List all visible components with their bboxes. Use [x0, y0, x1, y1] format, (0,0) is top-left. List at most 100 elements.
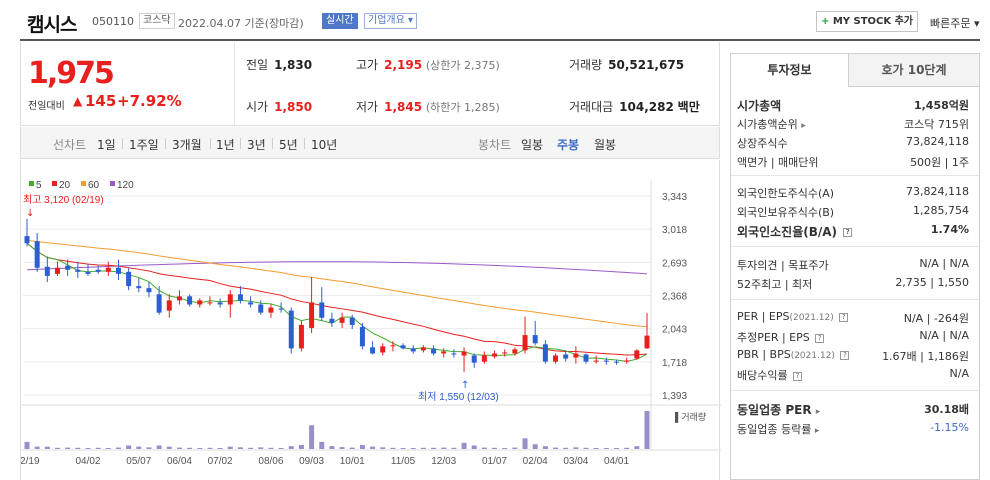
caret-right-icon: ▸	[801, 121, 806, 131]
candle-body	[54, 267, 60, 274]
x-tick-label: 10/01	[340, 456, 365, 467]
x-tick-label: 04/01	[604, 456, 629, 467]
candle-body	[532, 335, 538, 344]
candle-body	[634, 350, 640, 359]
volume-bar	[502, 448, 508, 449]
tab-quote-10[interactable]: 호가 10단계	[849, 53, 980, 87]
line-chart-label: 선차트	[53, 138, 87, 152]
period-1w[interactable]: 1주일	[129, 138, 159, 152]
volume-bar	[410, 448, 416, 449]
y-tick-label: 1,393	[662, 391, 687, 402]
high-arrow-icon: ↓	[26, 208, 34, 219]
high-annotation: 최고 3,120 (02/19)	[23, 194, 104, 206]
x-tick-label: 09/03	[299, 456, 324, 467]
volume-bar	[248, 447, 254, 449]
volume-bar	[237, 447, 243, 449]
volume-bar	[563, 447, 569, 449]
volume-bar	[268, 447, 274, 449]
candle-body	[319, 302, 325, 318]
candle-body	[644, 335, 650, 349]
candle-body	[603, 360, 609, 362]
volume-bar	[176, 447, 182, 449]
info-icon[interactable]: ?	[815, 333, 825, 343]
period-10y[interactable]: 10년	[311, 138, 338, 152]
candle-body	[349, 317, 355, 325]
candle-body	[85, 271, 91, 274]
candle-body	[390, 345, 396, 347]
volume-bar	[339, 447, 345, 449]
info-icon[interactable]: ?	[843, 228, 853, 237]
volume-bar	[441, 447, 447, 449]
period-selector: 선차트 1일 1주일 3개월 1년 3년 5년 10년 봉차트 일봉 주봉 월봉	[20, 127, 720, 159]
candle-monthly[interactable]: 월봉	[594, 138, 617, 152]
candle-body	[95, 269, 101, 272]
volume-bar	[65, 447, 71, 449]
candle-body	[248, 302, 254, 305]
candle-daily[interactable]: 일봉	[521, 138, 544, 152]
company-info-dropdown[interactable]: 기업개요 ▾	[364, 13, 418, 29]
volume: 거래량 50,521,675	[569, 58, 685, 72]
candle-body	[24, 236, 30, 244]
candle-body	[542, 344, 548, 362]
period-3y[interactable]: 3년	[247, 138, 266, 152]
volume-bar	[126, 445, 132, 449]
info-icon[interactable]: ?	[839, 312, 849, 322]
volume-bar	[75, 447, 81, 449]
volume-bar	[54, 447, 60, 449]
stock-chart[interactable]: 3,343 3,018 2,693 2,368 2,043 1,718 1,393 5 20 60…	[14, 160, 721, 480]
volume-bar	[217, 448, 223, 449]
period-1y[interactable]: 1년	[216, 138, 235, 152]
period-1d[interactable]: 1일	[97, 138, 116, 152]
volume-bar	[461, 442, 467, 449]
candle-body	[339, 317, 345, 323]
add-mystock-button[interactable]: + MY STOCK 추가	[816, 11, 918, 32]
volume-bar	[207, 447, 213, 449]
candle-body	[105, 267, 111, 272]
period-3m[interactable]: 3개월	[172, 138, 202, 152]
legend-label: 20	[59, 180, 71, 191]
realtime-button[interactable]: 실시간	[322, 13, 358, 29]
volume-bar	[634, 446, 640, 449]
info-icon[interactable]: ?	[840, 350, 850, 360]
volume-bar	[390, 447, 396, 449]
x-tick-label: 02/04	[523, 456, 548, 467]
period-5y[interactable]: 5년	[279, 138, 298, 152]
high-price: 고가 2,195 (상한가 2,375)	[356, 58, 500, 72]
volume-bar	[593, 448, 599, 449]
y-tick-label: 2,693	[662, 258, 687, 269]
y-tick-label: 2,043	[662, 325, 687, 336]
candlestick-chart[interactable]: 3,343 3,018 2,693 2,368 2,043 1,718 1,393 5 20 60…	[14, 160, 721, 480]
candle-body	[441, 351, 447, 354]
volume-bar	[136, 446, 142, 449]
volume-bar	[583, 447, 589, 449]
volume-bar	[603, 448, 609, 449]
candle-body	[370, 347, 376, 354]
volume-bar	[258, 447, 264, 449]
candle-body	[512, 349, 518, 354]
candle-body	[237, 294, 243, 301]
legend-swatch	[52, 181, 57, 186]
y-tick-label: 2,368	[662, 292, 687, 303]
volume-bar	[370, 446, 376, 449]
candle-body	[146, 288, 152, 293]
candle-body	[65, 265, 71, 270]
volume-bar	[24, 441, 30, 449]
x-tick-label: 08/06	[258, 456, 283, 467]
y-tick-label: 1,718	[662, 358, 687, 369]
volume-label: ▌거래량	[675, 411, 706, 423]
x-tick-label: 01/07	[482, 456, 507, 467]
candle-chart-label: 봉차트	[478, 138, 512, 152]
volume-bar	[115, 447, 121, 449]
tab-investment-info[interactable]: 투자정보	[730, 53, 849, 87]
candle-body	[75, 269, 81, 272]
candle-body	[563, 354, 569, 359]
stock-code: 050110	[92, 15, 134, 28]
fast-order-button[interactable]: 빠른주문 ▾	[930, 17, 980, 30]
info-icon[interactable]: ?	[793, 371, 803, 381]
market-badge: 코스닥	[139, 13, 175, 29]
volume-bar	[532, 444, 538, 449]
candle-body	[573, 353, 579, 358]
candle-body	[624, 360, 630, 362]
x-tick-label: 12/03	[431, 456, 456, 467]
candle-weekly[interactable]: 주봉	[557, 138, 580, 152]
